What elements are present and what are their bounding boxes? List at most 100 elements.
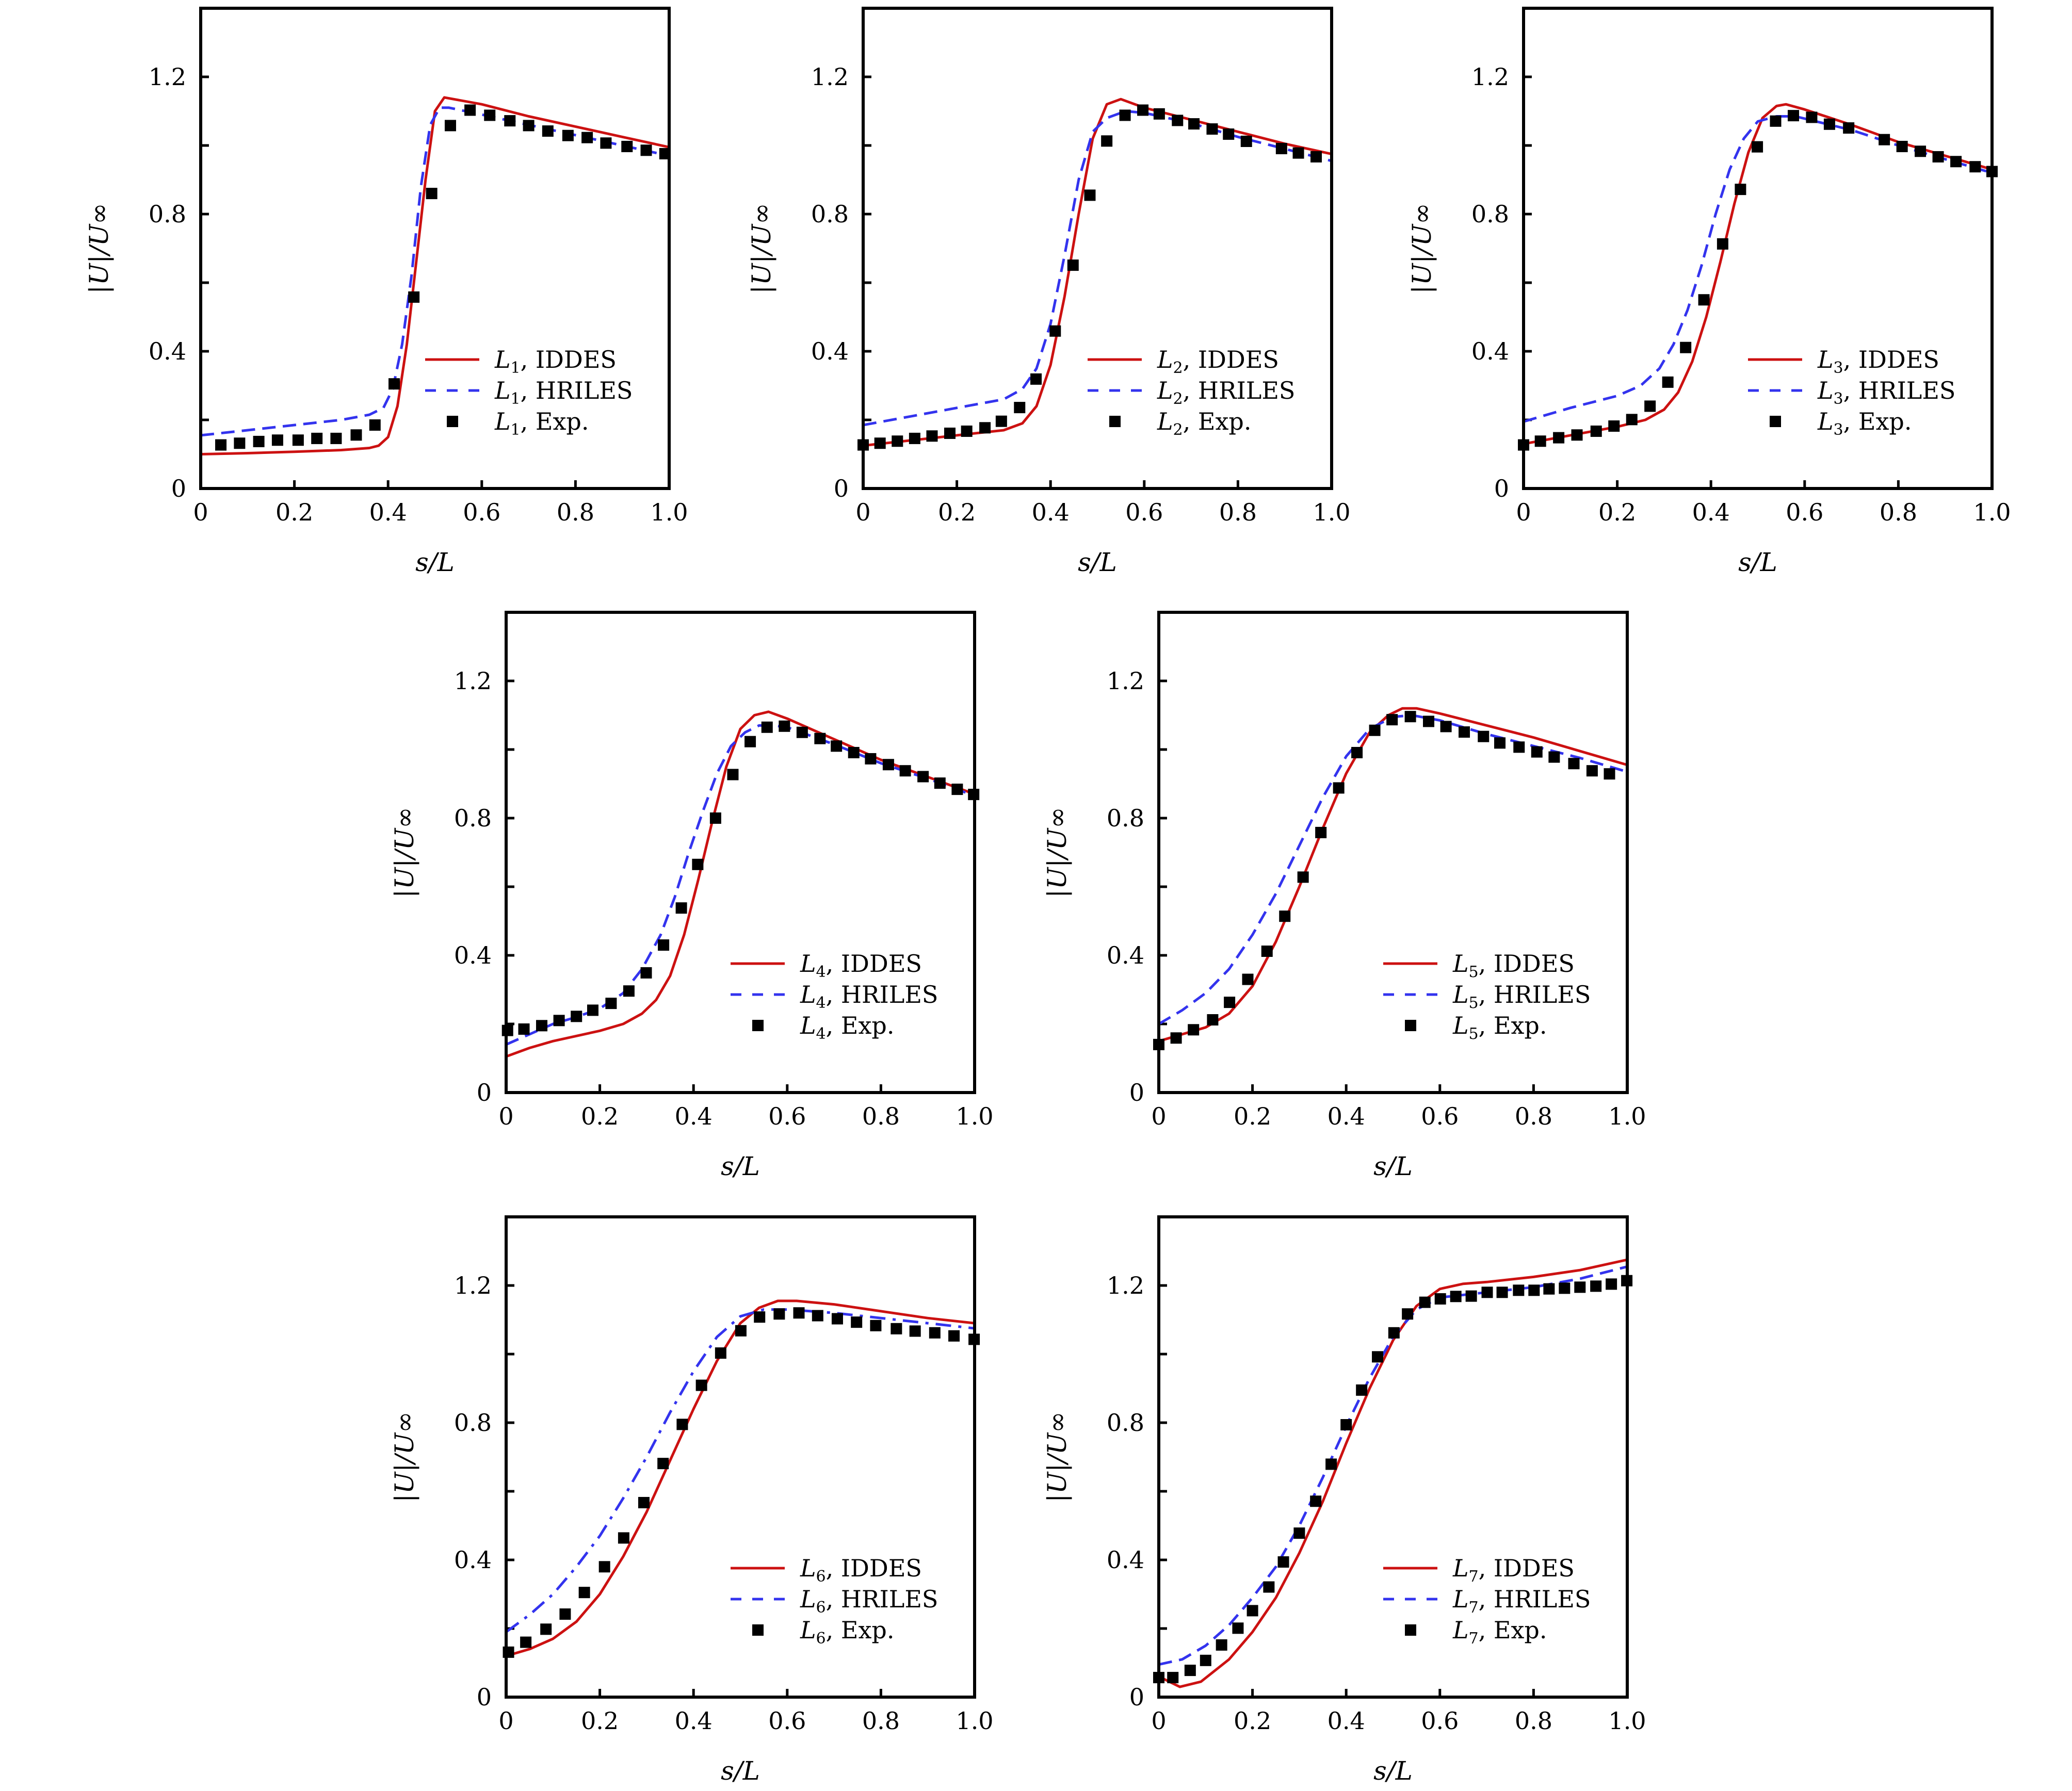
- y-tick-label: 0.8: [454, 1409, 492, 1437]
- hriles-line: [506, 1308, 975, 1633]
- exp-data-point: [1553, 432, 1565, 444]
- legend-label: L1, IDDES: [494, 346, 617, 377]
- exp-data-point: [926, 430, 938, 442]
- exp-data-point: [793, 1307, 805, 1319]
- exp-data-point: [1717, 238, 1728, 250]
- exp-data-point: [831, 740, 843, 752]
- exp-data-point: [754, 1311, 766, 1323]
- exp-data-point: [1356, 1384, 1368, 1396]
- exp-data-point: [559, 1608, 571, 1620]
- x-tick-label: 0.4: [1032, 498, 1070, 526]
- exp-data-point: [1513, 741, 1525, 753]
- exp-data-point: [600, 137, 612, 149]
- y-tick-label: 0.4: [811, 337, 849, 365]
- exp-data-point: [1184, 1665, 1196, 1676]
- legend-item: L7, HRILES: [1383, 1585, 1591, 1617]
- exp-data-point: [909, 1325, 921, 1337]
- legend-label: L7, Exp.: [1452, 1616, 1547, 1648]
- panel-l5: 0 0.2 0.4 0.6 0.8 1.0 0 0.4 0.8 1.2 s/L |U|/U∞ L5, I…: [1042, 611, 1646, 1181]
- exp-data-point: [692, 858, 704, 870]
- iddes-line: [1159, 1258, 1627, 1688]
- exp-data-point: [536, 1020, 548, 1032]
- exp-data-point: [1423, 715, 1435, 727]
- legend-marker-icon: [752, 1624, 764, 1636]
- legend-item: L1, Exp.: [447, 408, 589, 439]
- x-tick-label: 0.8: [862, 1707, 900, 1735]
- x-tick-label: 0: [498, 1707, 513, 1735]
- legend-label: L5, IDDES: [1452, 950, 1575, 981]
- exp-data-point: [899, 765, 911, 777]
- x-tick-label: 0.4: [369, 498, 407, 526]
- exp-data-point: [658, 939, 670, 951]
- x-tick-label: 0.6: [768, 1707, 806, 1735]
- exp-data-point: [1434, 1293, 1446, 1305]
- exp-data-point: [1049, 325, 1061, 337]
- x-tick-label: 1.0: [1313, 498, 1350, 526]
- exp-data-point: [1571, 429, 1583, 441]
- exp-data-point: [1513, 1284, 1525, 1296]
- legend-marker-icon: [1405, 1624, 1416, 1636]
- exp-data-point: [369, 419, 381, 431]
- legend-item: L5, HRILES: [1383, 981, 1591, 1012]
- axes-frame: [505, 611, 976, 1094]
- exp-data-point: [1232, 1622, 1244, 1634]
- x-tick-label: 0.6: [463, 498, 500, 526]
- exp-data-point: [605, 998, 617, 1010]
- exp-data-point: [1534, 435, 1546, 447]
- exp-data-point: [1419, 1296, 1431, 1308]
- exp-data-point: [1770, 115, 1782, 127]
- exp-data-point: [621, 140, 633, 152]
- exp-data-point: [1247, 1605, 1258, 1617]
- x-tick-label: 0.8: [557, 498, 594, 526]
- y-tick-label: 0.4: [149, 337, 186, 365]
- exp-data-point: [562, 129, 574, 141]
- exp-data-point: [292, 434, 304, 446]
- x-tick-label: 0.4: [675, 1102, 713, 1130]
- axes-frame: [1157, 1215, 1629, 1699]
- exp-data-point: [1279, 910, 1291, 922]
- exp-data-point: [851, 1316, 863, 1328]
- x-tick-label: 0.8: [1219, 498, 1257, 526]
- exp-data-point: [640, 967, 652, 979]
- exp-data-point: [215, 439, 227, 451]
- exp-data-point: [1735, 184, 1746, 196]
- exp-data-point: [1559, 1282, 1571, 1294]
- exp-data-point: [540, 1623, 552, 1635]
- legend-label: L7, IDDES: [1452, 1554, 1575, 1586]
- exp-data-point: [581, 132, 593, 143]
- exp-data-point: [571, 1011, 582, 1022]
- legend-item: L3, HRILES: [1748, 377, 1955, 408]
- hriles-line: [201, 106, 669, 437]
- exp-data-point: [744, 736, 756, 747]
- legend-marker-icon: [752, 1020, 764, 1031]
- exp-data-point: [951, 784, 963, 795]
- y-tick-label: 0: [1494, 475, 1509, 502]
- exp-data-point: [1372, 1351, 1384, 1363]
- exp-data-point: [1200, 1654, 1211, 1666]
- legend-label: L6, Exp.: [800, 1616, 894, 1648]
- exp-data-point: [1386, 714, 1398, 726]
- hriles-line: [1524, 115, 1992, 423]
- exp-data-point: [1261, 946, 1273, 957]
- panel-l2: 0 0.2 0.4 0.6 0.8 1.0 0 0.4 0.8 1.2 s/L |U|/U∞ L2, I…: [747, 7, 1351, 577]
- legend-marker-icon: [1405, 1020, 1416, 1031]
- x-tick-label: 0.2: [581, 1707, 619, 1735]
- y-tick-label: 0.4: [454, 1546, 492, 1574]
- exp-data-point: [874, 437, 886, 449]
- legend-item: L5, Exp.: [1405, 1012, 1547, 1043]
- exp-data-point: [503, 1646, 514, 1658]
- exp-data-point: [1206, 123, 1218, 135]
- exp-data-point: [1167, 1672, 1179, 1684]
- exp-data-point: [1263, 1581, 1275, 1593]
- exp-data-point: [1240, 136, 1252, 148]
- exp-data-point: [1292, 147, 1304, 159]
- x-tick-label: 0.8: [862, 1102, 900, 1130]
- exp-data-point: [587, 1004, 598, 1016]
- exp-data-point: [814, 732, 826, 744]
- exp-data-point: [1608, 420, 1620, 432]
- x-axis-label: s/L: [415, 547, 455, 577]
- exp-data-point: [234, 437, 246, 449]
- x-tick-label: 0.6: [1421, 1707, 1459, 1735]
